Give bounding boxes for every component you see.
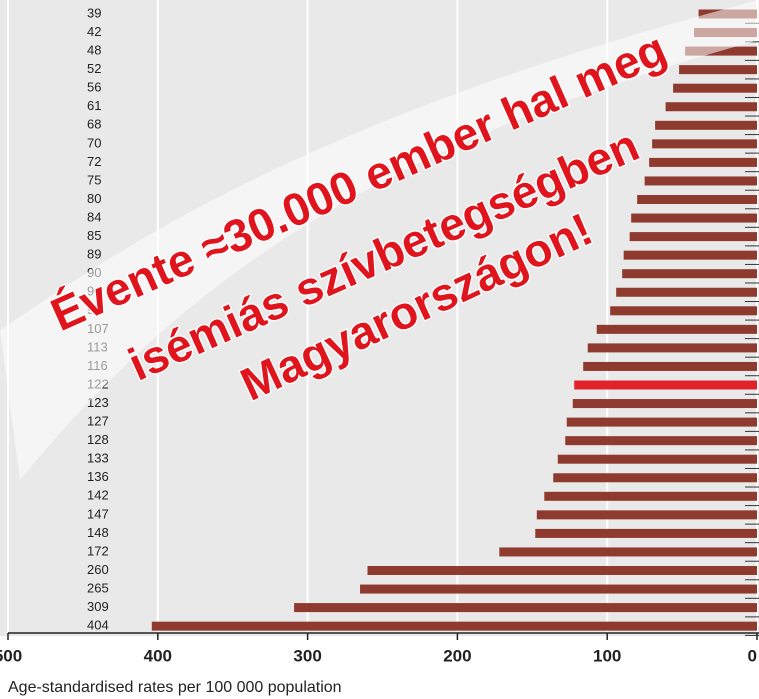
value-label: 265 [87,580,109,595]
value-label: 68 [87,117,101,132]
value-label: 404 [87,618,109,633]
value-label: 147 [87,506,109,521]
bar [544,491,757,501]
value-label: 260 [87,562,109,577]
bar [655,120,757,130]
value-label: 75 [87,172,101,187]
x-tick-label: 300 [293,646,321,665]
bar [553,473,757,483]
value-label: 133 [87,451,109,466]
bar [535,528,757,538]
bar [499,547,757,557]
value-label: 127 [87,414,109,429]
bar [673,83,757,93]
value-label: 61 [87,98,101,113]
value-label: 142 [87,488,109,503]
bar [565,436,757,446]
bar [679,65,757,75]
bar [566,417,757,427]
value-label: 42 [87,24,101,39]
bar [616,287,757,297]
ticks: 500 400 300 200 100 0 [0,633,758,665]
value-label: 84 [87,209,101,224]
bar [596,324,757,334]
bar [360,584,757,594]
bar [623,250,757,260]
value-label: 72 [87,154,101,169]
bar [685,46,757,56]
value-label: 48 [87,43,101,58]
value-label: 70 [87,135,101,150]
value-label: 148 [87,525,109,540]
bar [367,566,757,575]
value-label: 128 [87,432,109,447]
x-tick-label: 200 [443,646,471,665]
bar [610,306,757,316]
bars: 3942485256616870727580848589909498107113… [87,5,759,636]
bar [644,176,757,186]
bar [629,232,757,242]
value-label: 52 [87,61,101,76]
bar [652,139,757,149]
bar [587,343,757,353]
bar [574,380,757,390]
bar [294,603,757,613]
x-axis-label: Age-standardised rates per 100 000 popul… [8,679,342,696]
x-tick-label: 100 [593,646,621,665]
value-label: 123 [87,395,109,410]
value-label: 85 [87,228,101,243]
bar [622,269,757,279]
bar [631,213,757,223]
bar [572,399,757,409]
value-label: 309 [87,599,109,614]
bar [583,361,757,371]
value-label: 56 [87,80,101,95]
value-label: 89 [87,247,101,262]
value-label: 136 [87,469,109,484]
swoosh [0,0,759,480]
value-label: 39 [87,5,101,20]
value-label: 172 [87,543,109,558]
value-label: 80 [87,191,101,206]
bar [637,195,757,204]
x-tick-label: 400 [144,646,172,665]
bar [536,510,757,520]
x-tick-label: 500 [0,646,22,665]
x-tick-label: 0 [748,646,757,665]
bar [665,102,757,112]
bar [151,621,758,631]
bar [557,454,757,464]
bar [649,157,757,167]
